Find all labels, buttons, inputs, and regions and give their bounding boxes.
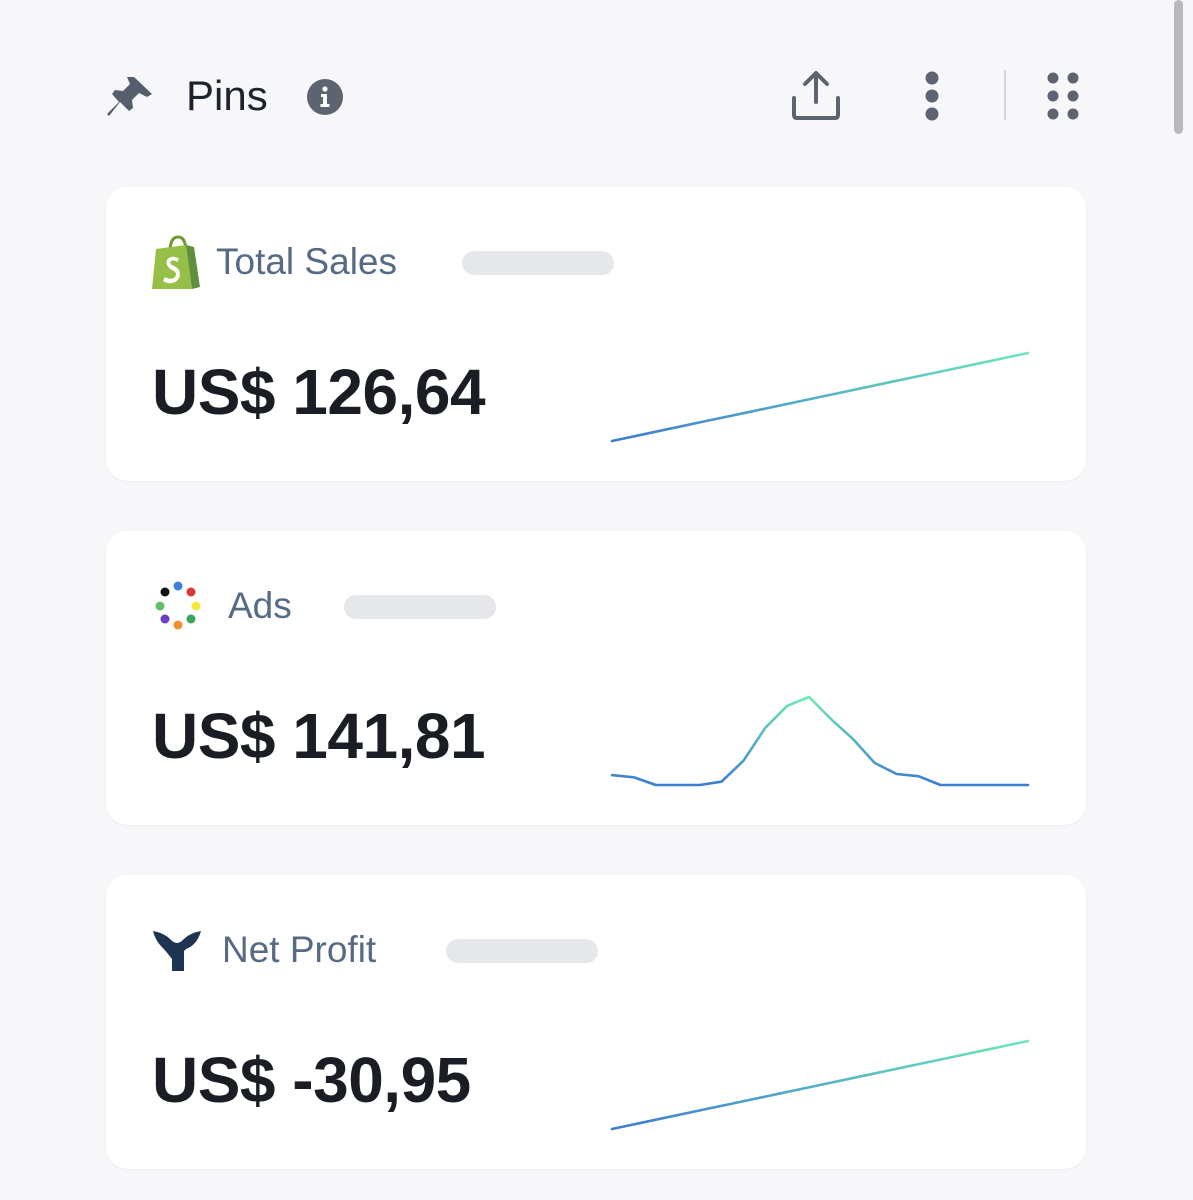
triple-whale-logo-icon: [153, 931, 201, 971]
page-title: Pins: [186, 72, 268, 119]
sparkline-series: [610, 695, 1030, 787]
card-value: US$ -30,95: [152, 1044, 471, 1116]
card-value: US$ 141,81: [152, 700, 486, 772]
card-label: Total Sales: [216, 241, 397, 282]
sparkline-series: [610, 351, 1030, 443]
card-label: Net Profit: [222, 929, 377, 970]
period-placeholder: [344, 595, 496, 619]
card-net-profit[interactable]: Net Profit US$ -30,95: [106, 875, 1086, 1169]
pins-header: Pins: [104, 60, 1086, 132]
sparkline: [610, 351, 1030, 443]
card-total-sales[interactable]: Total Sales US$ 126,64: [106, 187, 1086, 481]
period-placeholder: [446, 939, 598, 963]
card-value: US$ 126,64: [152, 356, 486, 428]
grid-dots-icon[interactable]: [1044, 70, 1082, 122]
share-button[interactable]: [788, 68, 844, 124]
ads-dots-icon: [155, 581, 201, 630]
card-ads[interactable]: Ads US$ 141,81: [106, 531, 1086, 825]
sparkline: [610, 1039, 1030, 1131]
card-label: Ads: [228, 585, 292, 626]
sparkline: [610, 695, 1030, 787]
period-placeholder: [462, 251, 614, 275]
shopify-bag-icon: [152, 235, 200, 289]
scrollbar[interactable]: [1174, 0, 1183, 134]
pin-icon: [107, 77, 152, 116]
info-icon[interactable]: [306, 78, 344, 116]
sparkline-series: [610, 1039, 1030, 1131]
header-divider: [1004, 70, 1006, 120]
vertical-dots-icon[interactable]: [914, 70, 950, 122]
